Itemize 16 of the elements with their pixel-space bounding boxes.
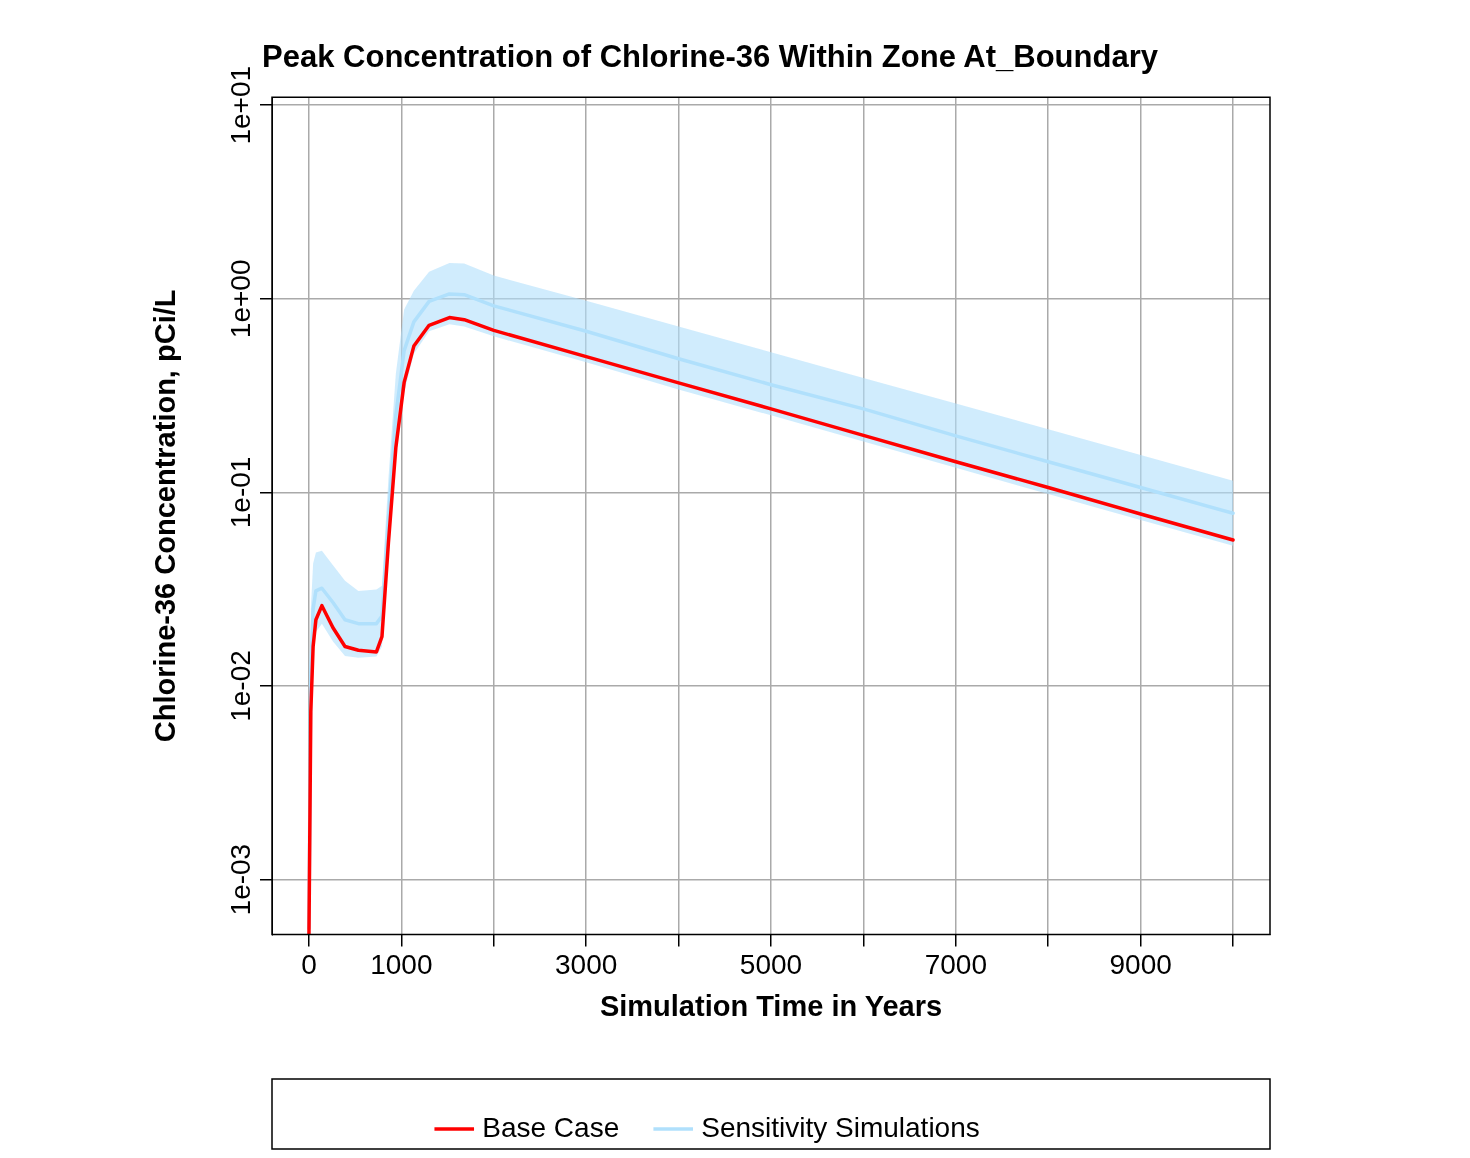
x-tick-label: 3000: [555, 949, 618, 981]
x-tick-label: 7000: [924, 949, 987, 981]
y-tick-label: 1e-03: [224, 843, 256, 916]
x-tick-label: 0: [301, 949, 317, 981]
x-tick-label: 5000: [739, 949, 803, 981]
legend-label: Sensitivity Simulations: [701, 1111, 980, 1143]
y-tick-label: 1e+00: [224, 259, 256, 339]
y-axis-title: Chlorine-36 Concentration, pCi/L: [149, 289, 182, 743]
x-tick-label: 9000: [1109, 949, 1172, 981]
chart-title: Peak Concentration of Chlorine-36 Within Zone At_Boundary: [262, 39, 1159, 75]
x-axis-title: Simulation Time in Years: [599, 989, 943, 1022]
y-tick-label: 1e+01: [224, 65, 256, 145]
y-tick-label: 1e-01: [224, 456, 256, 529]
legend-label: Base Case: [482, 1111, 620, 1143]
x-tick-label: 1000: [370, 949, 433, 981]
y-tick-label: 1e-02: [224, 650, 256, 722]
